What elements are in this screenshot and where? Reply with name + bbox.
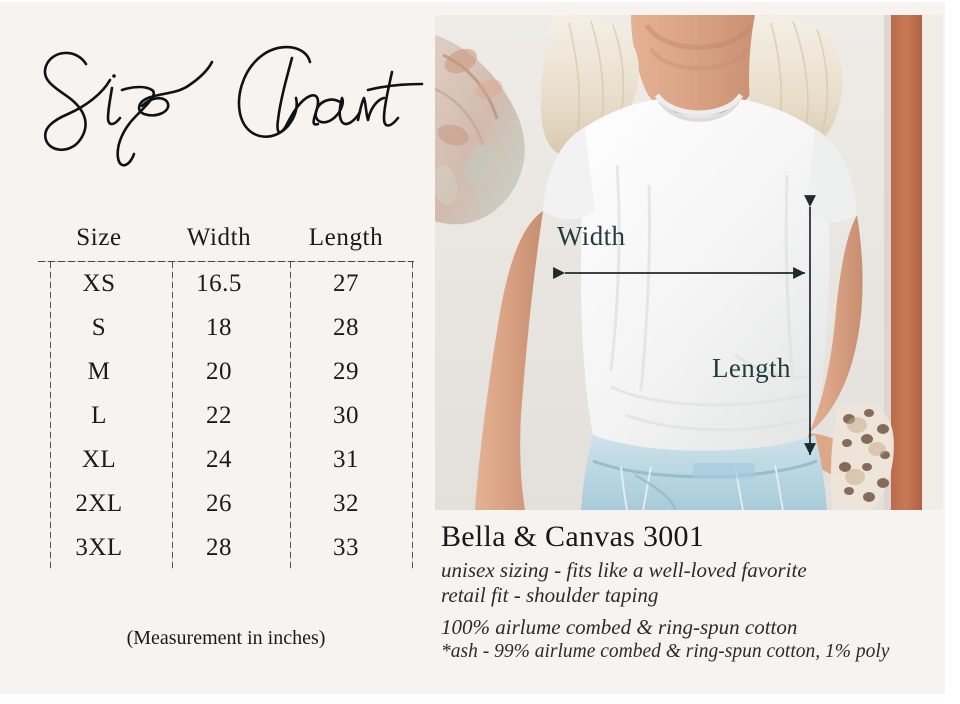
description-line-fit: unisex sizing - fits like a well-loved f… (441, 557, 807, 582)
right-panel: Width Length Bella & Canvas 3001 unisex … (432, 2, 945, 694)
cell-size: 3XL (75, 534, 123, 561)
cell-length: 27 (333, 270, 359, 297)
cell-length: 32 (333, 490, 359, 517)
table-row: XL 24 31 (38, 438, 414, 482)
cell-width: 18 (206, 314, 232, 341)
measurement-note: (Measurement in inches) (126, 627, 326, 649)
cell-width: 22 (206, 402, 232, 429)
table-row: 2XL 26 32 (38, 482, 414, 526)
product-description: Bella & Canvas 3001 unisex sizing - fits… (441, 520, 941, 664)
table-border-left (50, 262, 51, 570)
width-measure-label: Width (557, 221, 626, 251)
header-divider-rule (38, 261, 414, 262)
table-row: 3XL 28 33 (38, 526, 414, 570)
product-photo: Width Length (435, 15, 943, 510)
table-row: XS 16.5 27 (38, 262, 414, 306)
cell-size: L (91, 402, 107, 429)
table-row: S 18 28 (38, 306, 414, 350)
column-header-length: Length (308, 224, 384, 251)
cell-width: 20 (206, 358, 232, 385)
table-body: XS 16.5 27 S 18 28 M 20 29 (38, 262, 414, 570)
cell-length: 31 (333, 446, 359, 473)
cell-size: M (87, 358, 111, 385)
left-panel: Size Width Length XS 16.5 27 (0, 2, 432, 694)
table-row: L 22 30 (38, 394, 414, 438)
description-line-material: 100% airlume combed & ring-spun cotton (441, 614, 798, 639)
description-line-retail: retail fit - shoulder taping (441, 583, 659, 608)
cell-width: 26 (206, 490, 232, 517)
cell-length: 30 (333, 402, 359, 429)
page-title (24, 28, 428, 168)
size-chart-card: Size Width Length XS 16.5 27 (0, 2, 945, 694)
length-measure-label: Length (712, 353, 791, 383)
table-divider-size (172, 262, 173, 570)
cell-length: 29 (333, 358, 359, 385)
table-border-right (412, 262, 413, 570)
size-chart-script-title (43, 45, 424, 167)
model-photo-illustration (435, 15, 943, 510)
column-header-size: Size (76, 224, 122, 251)
table-header-row: Size Width Length (38, 224, 414, 261)
description-line-ash: *ash - 99% airlume combed & ring-spun co… (441, 641, 890, 663)
cell-size: XL (81, 446, 117, 473)
cell-size: 2XL (75, 490, 123, 517)
cell-size: XS (82, 270, 116, 297)
column-header-width: Width (186, 224, 252, 251)
table-row: M 20 29 (38, 350, 414, 394)
cell-width: 16.5 (196, 270, 242, 297)
cell-length: 33 (333, 534, 359, 561)
table-divider-width (290, 262, 291, 570)
cell-length: 28 (333, 314, 359, 341)
brand-name: Bella & Canvas 3001 (441, 520, 705, 553)
size-table: Size Width Length XS 16.5 27 (36, 224, 416, 570)
cell-width: 28 (206, 534, 232, 561)
cell-width: 24 (206, 446, 232, 473)
cell-size: S (91, 314, 107, 341)
